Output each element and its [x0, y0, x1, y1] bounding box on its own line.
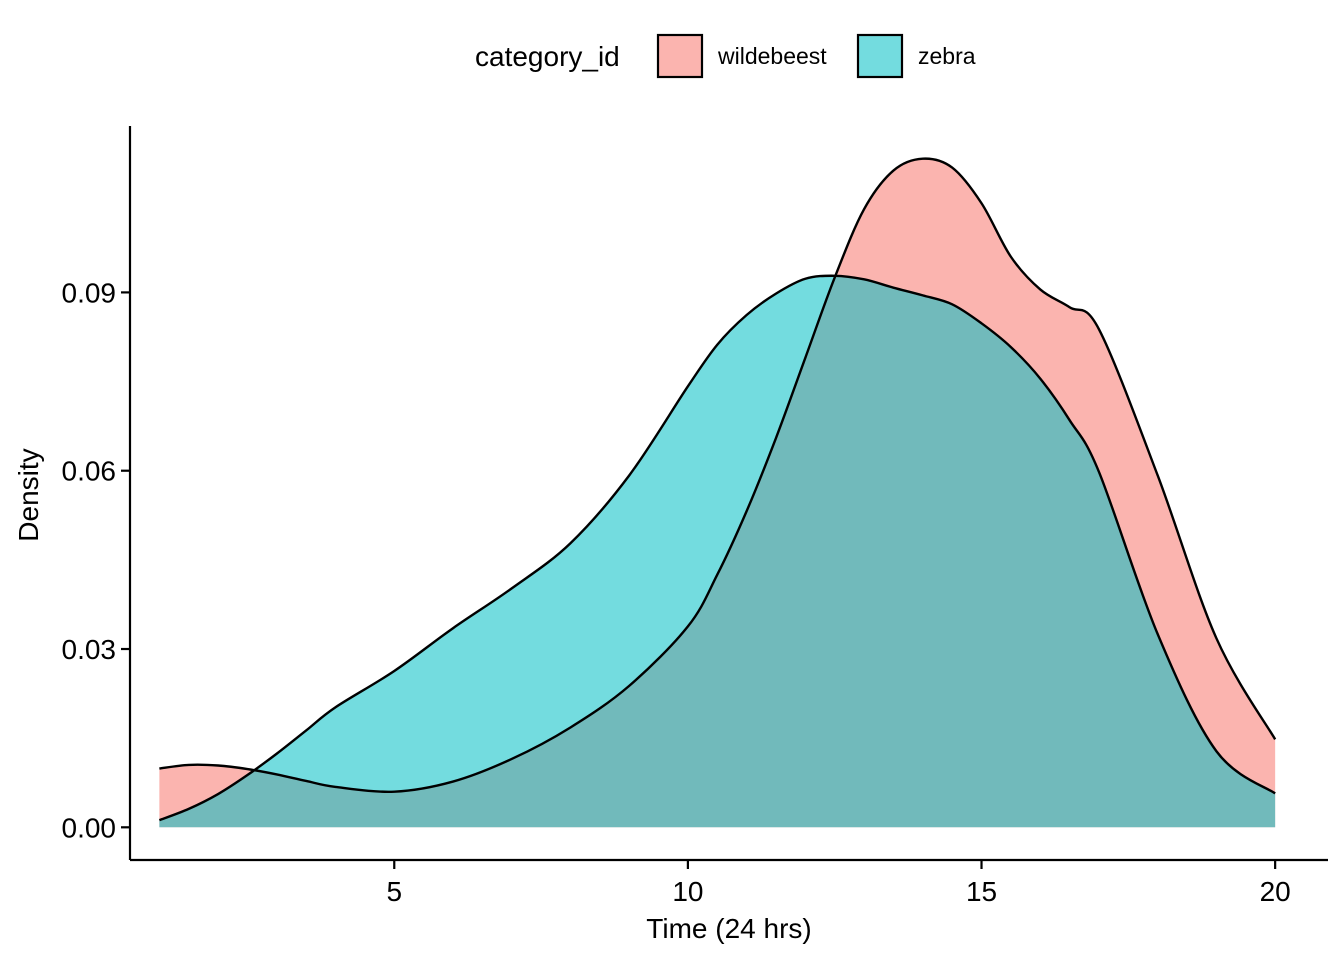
y-axis-ticks: 0.00 0.03 0.06 0.09	[62, 277, 130, 843]
plot-area	[158, 157, 1277, 828]
legend-title: category_id	[475, 41, 620, 72]
axes: 5 10 15 20 0.00 0.03 0.06 0.09 Time (24 hrs) D…	[13, 126, 1328, 944]
legend-label-wildebeest: wildebeest	[717, 43, 827, 69]
density-areas	[159, 158, 1276, 828]
y-tick-label: 0.06	[62, 456, 117, 487]
density-area-zebra	[159, 275, 1276, 828]
x-tick-label: 20	[1260, 876, 1291, 907]
legend-item-wildebeest: wildebeest	[656, 33, 827, 79]
x-tick-label: 10	[672, 876, 703, 907]
y-axis-label: Density	[13, 448, 44, 541]
density-lines	[158, 157, 1277, 822]
x-tick-label: 5	[386, 876, 402, 907]
density-line-wildebeest	[159, 157, 1277, 793]
legend-item-zebra: zebra	[856, 33, 976, 79]
legend-label-zebra: zebra	[918, 43, 976, 69]
x-axis-ticks: 5 10 15 20	[386, 860, 1291, 907]
y-tick-label: 0.00	[62, 812, 117, 843]
legend-key-wildebeest	[656, 33, 704, 79]
y-tick-label: 0.03	[62, 634, 117, 665]
legend: category_id wildebeest zebra	[475, 33, 976, 79]
y-tick-label: 0.09	[62, 277, 117, 308]
density-line-zebra	[158, 274, 1276, 822]
x-tick-label: 15	[966, 876, 997, 907]
x-axis-label: Time (24 hrs)	[646, 913, 811, 944]
legend-key-zebra	[856, 33, 904, 79]
